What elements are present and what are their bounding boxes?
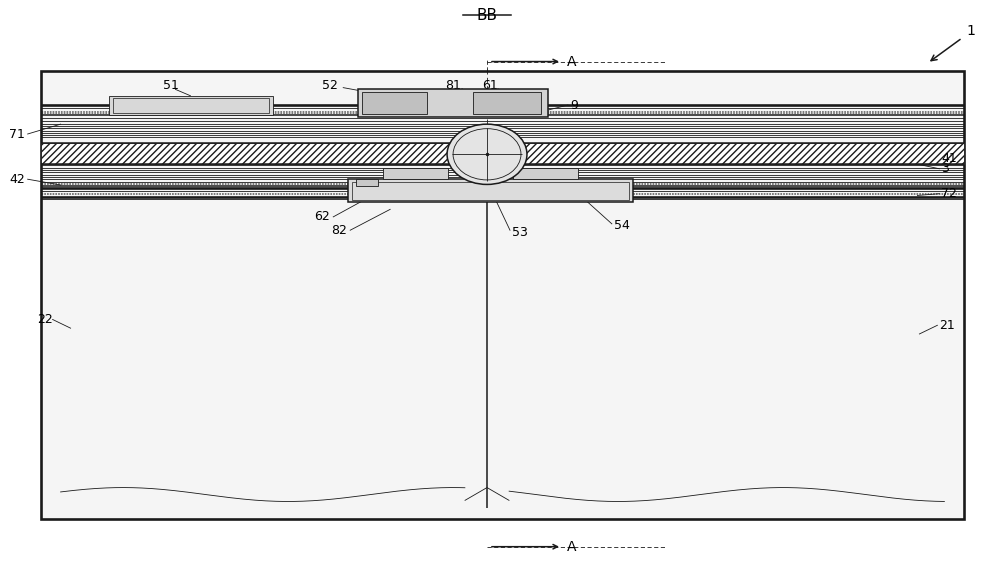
Text: 22: 22 bbox=[37, 313, 52, 326]
Text: 3: 3 bbox=[941, 162, 949, 175]
Text: 1: 1 bbox=[967, 24, 976, 38]
Text: 61: 61 bbox=[482, 80, 498, 92]
Bar bbox=[41, 143, 964, 164]
Text: A: A bbox=[567, 540, 577, 554]
Text: 72: 72 bbox=[941, 187, 957, 200]
Bar bbox=[348, 179, 633, 202]
Text: 53: 53 bbox=[512, 226, 528, 239]
Bar bbox=[41, 71, 964, 519]
Text: 54: 54 bbox=[614, 219, 630, 232]
Text: 51: 51 bbox=[163, 80, 178, 92]
Bar bbox=[352, 181, 629, 200]
Text: 42: 42 bbox=[9, 173, 25, 186]
Bar bbox=[113, 98, 269, 113]
Text: BB: BB bbox=[477, 8, 498, 23]
Ellipse shape bbox=[447, 124, 527, 184]
Bar bbox=[473, 92, 541, 114]
Text: 81: 81 bbox=[445, 80, 461, 92]
Text: 71: 71 bbox=[9, 127, 25, 141]
Bar bbox=[358, 89, 548, 117]
Text: 62: 62 bbox=[314, 210, 330, 223]
Bar bbox=[356, 179, 378, 186]
Text: A: A bbox=[567, 55, 577, 69]
Bar bbox=[362, 92, 427, 114]
Text: 9: 9 bbox=[570, 99, 578, 112]
Bar bbox=[513, 168, 578, 179]
Text: 52: 52 bbox=[322, 80, 338, 92]
Text: 41: 41 bbox=[941, 152, 957, 166]
Text: 21: 21 bbox=[939, 319, 955, 332]
Text: 82: 82 bbox=[331, 224, 347, 236]
Bar bbox=[383, 168, 448, 179]
Bar bbox=[109, 96, 273, 115]
